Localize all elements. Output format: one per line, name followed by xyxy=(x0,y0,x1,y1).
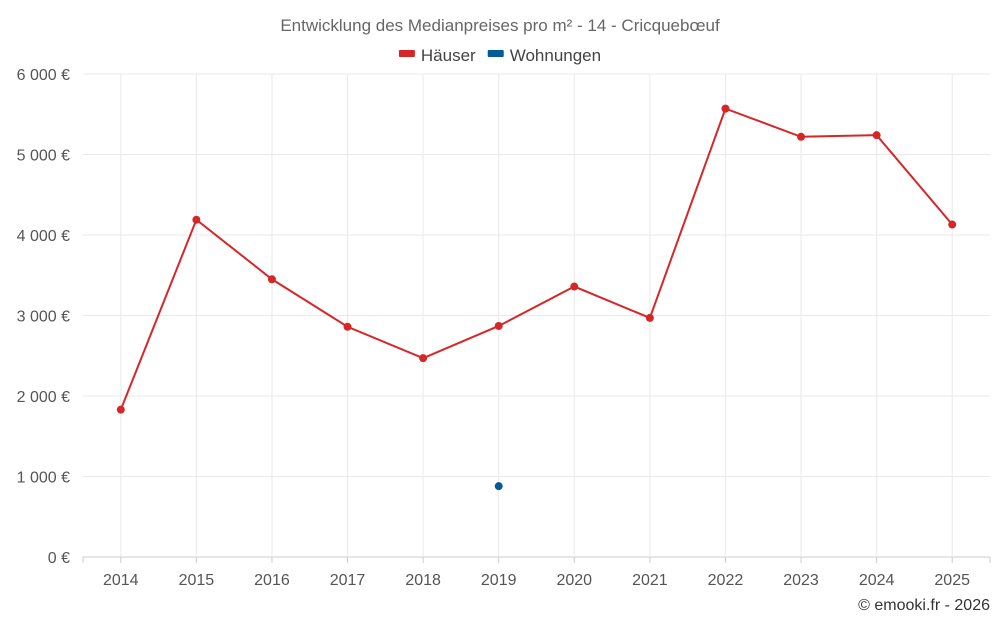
data-point xyxy=(872,131,881,140)
x-tick-label: 2023 xyxy=(783,572,819,589)
chart-title: Entwicklung des Medianpreises pro m² - 1… xyxy=(280,16,720,35)
x-tick-label: 2017 xyxy=(330,572,366,589)
y-tick-label: 3 000 € xyxy=(17,309,70,326)
legend: Häuser Wohnungen xyxy=(398,46,601,65)
data-point xyxy=(645,313,654,322)
data-point xyxy=(267,275,276,284)
series-layer xyxy=(116,104,957,491)
y-tick-label: 5 000 € xyxy=(17,148,70,165)
x-tick-label: 2024 xyxy=(859,572,895,589)
data-point xyxy=(494,321,503,330)
y-tick-label: 1 000 € xyxy=(17,470,70,487)
legend-label: Häuser xyxy=(421,46,476,65)
y-axis: 0 € 1 000 € 2 000 € 3 000 € 4 000 € 5 000 € 6 … xyxy=(17,67,70,567)
data-point xyxy=(343,322,352,331)
series-line xyxy=(119,107,953,411)
credit-text: © emooki.fr - 2026 xyxy=(858,597,990,614)
x-tick-label: 2018 xyxy=(405,572,441,589)
legend-swatch xyxy=(398,50,415,57)
data-point xyxy=(419,354,428,363)
data-point xyxy=(570,282,579,291)
y-tick-label: 2 000 € xyxy=(17,389,70,406)
x-tick-label: 2021 xyxy=(632,572,668,589)
y-tick-label: 4 000 € xyxy=(17,228,70,245)
y-tick-label: 0 € xyxy=(48,550,70,567)
data-point xyxy=(797,132,806,141)
x-axis: 2014 2015 2016 2017 2018 2019 2020 2021 2022 2023… xyxy=(82,557,991,589)
data-point xyxy=(948,220,957,229)
legend-swatch xyxy=(487,50,504,57)
x-tick-label: 2020 xyxy=(556,572,592,589)
grid xyxy=(83,73,990,558)
x-tick-label: 2025 xyxy=(934,572,970,589)
x-tick-label: 2019 xyxy=(481,572,517,589)
legend-item[interactable]: Häuser xyxy=(398,46,476,65)
legend-label: Wohnungen xyxy=(510,46,601,65)
x-tick-label: 2014 xyxy=(103,572,139,589)
x-tick-label: 2015 xyxy=(179,572,215,589)
y-tick-label: 6 000 € xyxy=(17,67,70,84)
x-tick-label: 2022 xyxy=(708,572,744,589)
data-point xyxy=(494,482,503,491)
data-point xyxy=(116,405,125,414)
legend-item[interactable]: Wohnungen xyxy=(487,46,601,65)
data-point xyxy=(192,215,201,224)
x-tick-label: 2016 xyxy=(254,572,290,589)
data-point xyxy=(721,104,730,113)
